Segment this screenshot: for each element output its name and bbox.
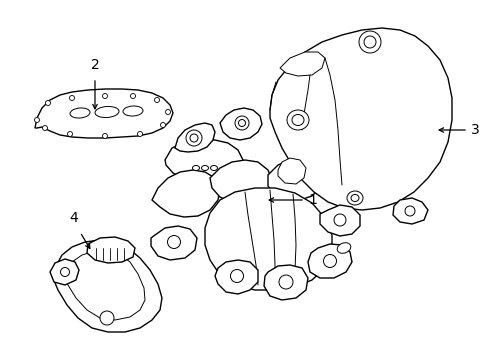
Ellipse shape	[286, 110, 308, 130]
Polygon shape	[35, 89, 173, 138]
Ellipse shape	[201, 166, 208, 171]
Ellipse shape	[346, 191, 362, 205]
Polygon shape	[264, 265, 307, 300]
Ellipse shape	[323, 255, 336, 267]
Polygon shape	[164, 140, 243, 183]
Ellipse shape	[167, 235, 180, 248]
Ellipse shape	[137, 131, 142, 136]
Ellipse shape	[69, 95, 74, 100]
Polygon shape	[53, 240, 162, 332]
Ellipse shape	[185, 130, 202, 146]
Ellipse shape	[404, 206, 414, 216]
Polygon shape	[319, 205, 359, 236]
Polygon shape	[280, 52, 325, 76]
Ellipse shape	[70, 108, 90, 118]
Ellipse shape	[279, 275, 292, 289]
Ellipse shape	[230, 270, 243, 283]
Polygon shape	[307, 244, 351, 278]
Polygon shape	[175, 123, 215, 152]
Ellipse shape	[337, 243, 350, 253]
Polygon shape	[269, 28, 451, 210]
Ellipse shape	[210, 166, 217, 171]
Polygon shape	[278, 158, 305, 184]
Ellipse shape	[45, 100, 50, 105]
Polygon shape	[267, 160, 321, 200]
Polygon shape	[204, 188, 331, 290]
Ellipse shape	[102, 134, 107, 139]
Ellipse shape	[61, 267, 69, 276]
Ellipse shape	[235, 116, 248, 130]
Text: 1: 1	[307, 193, 316, 207]
Polygon shape	[87, 237, 135, 263]
Ellipse shape	[333, 214, 346, 226]
Ellipse shape	[291, 114, 304, 126]
Text: 3: 3	[470, 123, 479, 137]
Ellipse shape	[123, 106, 142, 116]
Polygon shape	[151, 226, 197, 260]
Ellipse shape	[350, 194, 358, 202]
Ellipse shape	[358, 31, 380, 53]
Ellipse shape	[190, 134, 198, 142]
Polygon shape	[209, 160, 271, 204]
Polygon shape	[50, 259, 79, 285]
Polygon shape	[215, 260, 258, 294]
Ellipse shape	[363, 36, 375, 48]
Ellipse shape	[160, 122, 165, 127]
Ellipse shape	[100, 311, 114, 325]
Polygon shape	[220, 108, 262, 140]
Ellipse shape	[154, 98, 159, 103]
Ellipse shape	[35, 117, 40, 122]
Polygon shape	[392, 198, 427, 224]
Ellipse shape	[102, 94, 107, 99]
Ellipse shape	[238, 120, 245, 126]
Ellipse shape	[165, 109, 170, 114]
Text: 4: 4	[69, 211, 78, 225]
Text: 2: 2	[90, 58, 99, 72]
Polygon shape	[152, 170, 220, 217]
Ellipse shape	[95, 107, 119, 118]
Ellipse shape	[192, 166, 199, 171]
Ellipse shape	[130, 94, 135, 99]
Ellipse shape	[67, 131, 72, 136]
Ellipse shape	[42, 126, 47, 130]
